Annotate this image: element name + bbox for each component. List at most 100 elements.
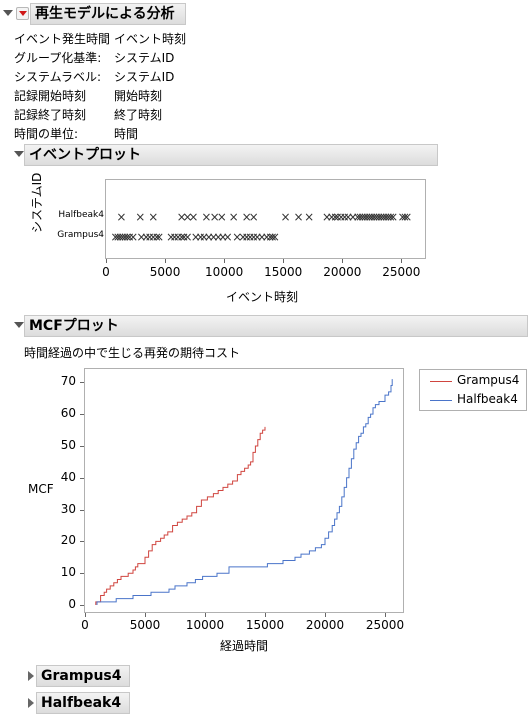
- mcf-y-tick-label: 40: [60, 469, 76, 484]
- event-marker: ×: [343, 210, 353, 224]
- mcf-legend: Grampus4 Halfbeak4: [419, 369, 527, 411]
- mcf-y-tick: [80, 541, 84, 543]
- event-marker: ×: [340, 210, 350, 224]
- event-marker: ×: [182, 230, 192, 244]
- field-key: グループ化基準:: [14, 51, 102, 65]
- event-plot-system-label: Halfbeak4: [58, 210, 104, 220]
- field-key: 時間の単位:: [14, 127, 79, 141]
- expand-grampus-icon[interactable]: [28, 671, 34, 681]
- field-value: システムID: [114, 51, 175, 65]
- halfbeak-section-header[interactable]: Halfbeak4: [36, 692, 130, 714]
- event-marker: ×: [218, 230, 228, 244]
- event-marker: ×: [229, 210, 239, 224]
- event-x-tick-label: 5000: [149, 265, 181, 279]
- mcf-y-tick: [80, 605, 84, 606]
- event-marker: ×: [179, 230, 189, 244]
- report-title-bar[interactable]: 再生モデルによる分析: [30, 3, 186, 25]
- event-marker: ×: [381, 210, 391, 224]
- grampus-section-header[interactable]: Grampus4: [36, 665, 130, 687]
- event-marker: ×: [257, 230, 267, 244]
- event-marker: ×: [177, 230, 187, 244]
- event-marker: ×: [135, 210, 145, 224]
- event-marker: ×: [148, 230, 158, 244]
- event-marker: ×: [173, 230, 183, 244]
- event-marker: ×: [166, 230, 176, 244]
- event-marker: ×: [223, 230, 233, 244]
- event-marker: ×: [210, 210, 220, 224]
- event-x-tick-label: 20000: [323, 265, 362, 279]
- event-marker: ×: [208, 230, 218, 244]
- event-marker: ×: [120, 230, 130, 244]
- mcf-y-tick-label: 20: [60, 533, 76, 548]
- event-marker: ×: [122, 230, 132, 244]
- event-marker: ×: [402, 210, 412, 224]
- event-marker: ×: [242, 210, 252, 224]
- mcf-y-tick: [80, 573, 84, 575]
- collapse-event-plot-icon[interactable]: [14, 151, 24, 157]
- event-marker: ×: [232, 230, 242, 244]
- expand-halfbeak-icon[interactable]: [28, 698, 34, 708]
- event-marker: ×: [281, 210, 291, 224]
- event-marker: ×: [141, 230, 151, 244]
- red-triangle-menu-icon[interactable]: [16, 7, 29, 20]
- event-marker: ×: [213, 230, 223, 244]
- mcf-x-tick-label: 20000: [305, 618, 345, 632]
- mcf-y-tick: [80, 445, 84, 447]
- event-marker: ×: [265, 230, 275, 244]
- mcf-x-tick: [265, 613, 266, 617]
- event-marker: ×: [145, 230, 155, 244]
- mcf-y-tick: [80, 414, 84, 416]
- event-marker: ×: [115, 230, 125, 244]
- event-marker: ×: [330, 210, 340, 224]
- mcf-y-tick-label: 10: [60, 565, 76, 580]
- mcf-y-tick-label: 70: [60, 374, 76, 389]
- mcf-plot-header[interactable]: MCFプロット: [24, 315, 528, 337]
- mcf-x-tick-label: 0: [81, 618, 89, 632]
- event-plot-header[interactable]: イベントプロット: [24, 144, 438, 166]
- event-x-tick-label: 0: [102, 265, 110, 279]
- event-marker: ×: [369, 210, 379, 224]
- event-marker: ×: [268, 230, 278, 244]
- mcf-y-tick-label: 0: [68, 597, 76, 611]
- event-marker: ×: [304, 210, 314, 224]
- mcf-y-tick-label: 30: [60, 501, 76, 516]
- event-marker: ×: [336, 210, 346, 224]
- mcf-y-tick: [80, 509, 84, 511]
- mcf-y-tick: [80, 382, 84, 384]
- field-key: 記録開始時刻: [14, 89, 87, 103]
- collapse-mcf-plot-icon[interactable]: [14, 322, 24, 328]
- event-marker: ×: [400, 210, 410, 224]
- mcf-y-tick-label: 60: [60, 406, 76, 421]
- mcf-x-tick-label: 15000: [245, 618, 285, 632]
- event-marker: ×: [270, 230, 280, 244]
- event-x-tick: [106, 259, 107, 263]
- event-plot-ylabel: システムID: [30, 172, 44, 233]
- event-marker: ×: [148, 210, 158, 224]
- event-marker: ×: [128, 230, 138, 244]
- mcf-x-tick: [205, 613, 206, 617]
- mcf-x-tick-label: 25000: [365, 618, 405, 632]
- grampus-section-title: Grampus4: [41, 668, 122, 684]
- event-marker: ×: [252, 230, 262, 244]
- legend-swatch-halfbeak: [430, 400, 452, 401]
- event-marker: ×: [110, 230, 120, 244]
- mcf-y-tick-label: 50: [60, 437, 76, 452]
- collapse-report-icon[interactable]: [3, 10, 13, 16]
- legend-label-halfbeak: Halfbeak4: [457, 392, 518, 406]
- event-marker: ×: [379, 210, 389, 224]
- event-marker: ×: [360, 210, 370, 224]
- event-marker: ×: [322, 210, 332, 224]
- field-key: 記録終了時刻: [14, 108, 87, 122]
- event-marker: ×: [364, 210, 374, 224]
- halfbeak-section-title: Halfbeak4: [41, 695, 122, 711]
- event-marker: ×: [262, 230, 272, 244]
- event-plot-area: × × × × × × × × × × × × × × × × × × × × × × × × × × × × × × × × × × × × × × × ×…: [105, 179, 426, 259]
- event-marker: ×: [362, 210, 372, 224]
- field-value: 終了時刻: [114, 108, 163, 122]
- mcf-plot-title: MCFプロット: [29, 318, 119, 334]
- event-marker: ×: [348, 210, 358, 224]
- event-plot-xlabel: イベント時刻: [226, 290, 299, 304]
- event-marker: ×: [249, 210, 259, 224]
- field-value: 開始時刻: [114, 89, 163, 103]
- field-value: システムID: [114, 70, 175, 84]
